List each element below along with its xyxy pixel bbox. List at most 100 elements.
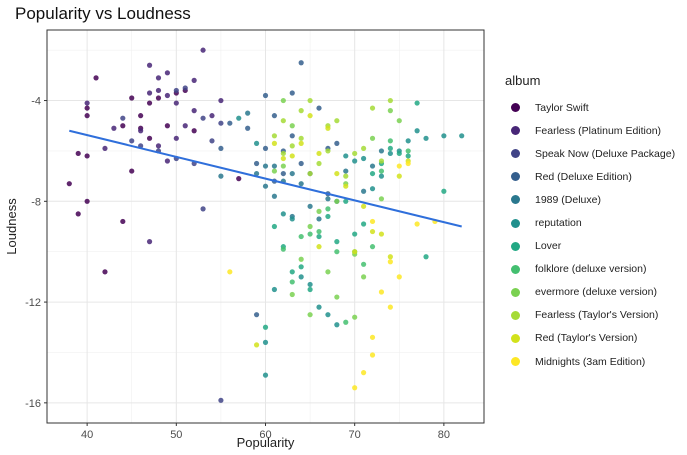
- chart-title: Popularity vs Loudness: [15, 4, 191, 23]
- data-point: [146, 90, 153, 96]
- x-tick-label: 80: [438, 429, 450, 441]
- data-point: [289, 153, 295, 159]
- data-point: [236, 115, 242, 121]
- data-point: [325, 196, 331, 202]
- data-point: [262, 183, 269, 189]
- data-point: [218, 173, 224, 179]
- legend-key-icon: [511, 195, 520, 205]
- data-point: [325, 206, 331, 212]
- data-point: [191, 128, 197, 134]
- data-point: [298, 60, 304, 66]
- data-point: [182, 123, 188, 129]
- data-point: [352, 158, 358, 164]
- data-point: [414, 128, 420, 134]
- data-point: [459, 133, 465, 139]
- data-point: [396, 163, 402, 169]
- data-point: [271, 223, 278, 230]
- x-tick-label: 40: [81, 429, 93, 441]
- x-tick-label: 70: [349, 429, 361, 441]
- legend-item: Red (Taylor's Version): [505, 327, 675, 350]
- data-point: [307, 170, 313, 177]
- data-point: [325, 312, 331, 318]
- legend-key-icon: [511, 310, 520, 320]
- data-point: [218, 145, 224, 152]
- x-tick-label: 50: [170, 429, 182, 441]
- data-point: [387, 145, 393, 152]
- data-point: [146, 239, 153, 245]
- data-point: [200, 47, 206, 53]
- data-point: [316, 233, 322, 240]
- data-point: [84, 153, 90, 159]
- data-point: [387, 150, 393, 157]
- legend-key-icon: [511, 103, 520, 113]
- data-point: [129, 168, 135, 174]
- data-point: [369, 334, 376, 340]
- y-axis-title: Loudness: [4, 198, 19, 255]
- data-point: [173, 87, 179, 94]
- data-point: [75, 150, 81, 157]
- data-point: [262, 339, 269, 345]
- legend-label: Fearless (Taylor's Version): [535, 309, 659, 322]
- data-point: [396, 118, 402, 124]
- y-axis-ticks: -16 -12 -8 -4: [25, 96, 47, 410]
- data-point: [369, 186, 376, 192]
- data-point: [307, 281, 313, 288]
- data-point: [173, 100, 179, 106]
- data-point: [423, 135, 429, 141]
- data-point: [253, 160, 260, 167]
- legend-item: evermore (deluxe version): [505, 281, 675, 304]
- legend-key-icon: [511, 149, 520, 159]
- data-point: [387, 254, 393, 260]
- data-point: [245, 110, 251, 116]
- data-point: [378, 289, 385, 295]
- data-point: [405, 153, 411, 159]
- data-point: [396, 274, 402, 280]
- data-point: [361, 370, 367, 376]
- trend-line: [69, 129, 462, 228]
- data-point: [280, 97, 286, 104]
- data-point: [182, 85, 188, 91]
- data-point: [334, 198, 340, 204]
- data-point: [66, 181, 72, 187]
- data-point: [227, 120, 233, 126]
- data-point: [334, 239, 340, 245]
- data-point: [316, 228, 322, 235]
- data-point: [289, 133, 295, 139]
- data-point: [209, 113, 215, 119]
- legend-key-icon: [511, 126, 520, 136]
- legend-label: evermore (deluxe version): [535, 286, 657, 299]
- data-point: [343, 198, 349, 204]
- data-point: [378, 173, 385, 179]
- data-point: [316, 244, 322, 250]
- data-point: [316, 304, 322, 310]
- data-point: [120, 123, 126, 129]
- legend-key-icon: [511, 264, 520, 274]
- data-point: [361, 261, 367, 267]
- legend-label: Red (Taylor's Version): [535, 332, 638, 345]
- data-point: [352, 385, 358, 391]
- legend-key-icon: [511, 241, 520, 251]
- data-point: [289, 216, 295, 222]
- data-point: [253, 140, 260, 146]
- data-point: [334, 170, 340, 177]
- y-tick-label: -12: [25, 297, 41, 309]
- data-point: [155, 87, 162, 94]
- data-point: [378, 168, 385, 174]
- legend-key-icon: [511, 333, 520, 343]
- legend-key-icon: [511, 218, 520, 228]
- legend-label: 1989 (Deluxe): [535, 193, 601, 206]
- data-point: [129, 95, 135, 101]
- data-point: [218, 120, 224, 126]
- legend-item: Red (Deluxe Edition): [505, 165, 675, 188]
- data-point: [298, 160, 304, 167]
- data-point: [378, 158, 385, 164]
- data-point: [209, 138, 215, 144]
- data-point: [334, 140, 340, 146]
- data-point: [361, 221, 367, 227]
- legend-item: Taylor Swift: [505, 96, 675, 119]
- legend-label: folklore (deluxe version): [535, 263, 647, 276]
- trend-line-group: [69, 129, 462, 228]
- data-point: [405, 160, 411, 167]
- data-point: [369, 135, 376, 141]
- data-point: [84, 105, 90, 111]
